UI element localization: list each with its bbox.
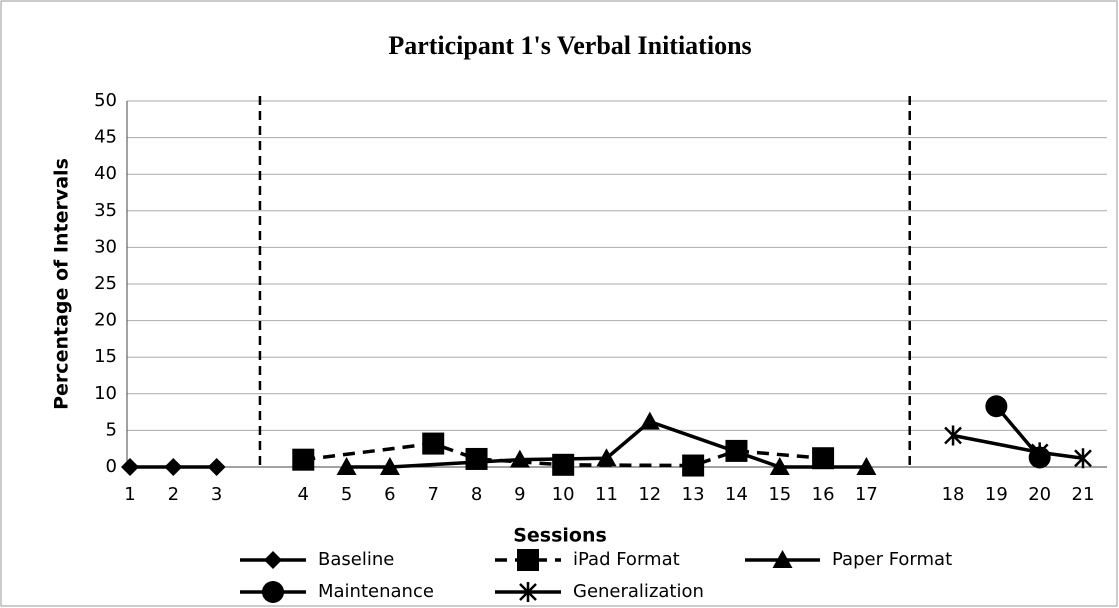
marker — [769, 457, 790, 475]
y-tick-label: 35 — [94, 200, 117, 221]
y-tick-label: 40 — [94, 163, 117, 184]
y-axis-label: Percentage of Intervals — [51, 158, 73, 410]
marker — [164, 458, 183, 476]
marker — [812, 447, 835, 470]
marker — [639, 411, 660, 430]
legend-marker — [262, 581, 284, 603]
x-tick-label: 7 — [428, 484, 439, 505]
series-line — [995, 405, 1042, 459]
x-tick-label: 17 — [855, 484, 878, 505]
legend-label: Maintenance — [318, 581, 434, 602]
x-tick-label: 15 — [768, 484, 791, 505]
y-tick-label: 30 — [94, 236, 117, 257]
marker — [422, 432, 445, 455]
marker — [985, 395, 1008, 418]
marker — [121, 458, 139, 476]
x-tick-label: 19 — [985, 484, 1008, 505]
x-tick-label: 20 — [1028, 484, 1051, 505]
marker — [596, 448, 617, 467]
y-tick-label: 25 — [94, 273, 117, 294]
x-tick-label: 21 — [1072, 484, 1095, 505]
y-tick-label: 5 — [106, 419, 117, 440]
marker — [292, 448, 315, 471]
x-tick-label: 11 — [595, 484, 618, 505]
marker — [1074, 448, 1092, 469]
marker — [379, 457, 400, 475]
x-tick-label: 18 — [942, 484, 965, 505]
legend-label: Generalization — [573, 581, 704, 602]
x-tick-label: 10 — [552, 484, 575, 505]
x-tick-label: 2 — [168, 484, 179, 505]
x-tick-label: 6 — [384, 484, 395, 505]
x-tick-label: 14 — [725, 484, 748, 505]
y-tick-label: 15 — [94, 346, 117, 367]
marker — [336, 457, 357, 475]
legend-marker — [264, 551, 282, 569]
x-tick-label: 5 — [341, 484, 352, 505]
legend-label: iPad Format — [573, 549, 680, 570]
chart-title: Participant 1's Verbal Initiations — [388, 31, 751, 60]
legend-label: Paper Format — [832, 549, 952, 570]
x-tick-label: 4 — [298, 484, 309, 505]
x-tick-label: 8 — [471, 484, 482, 505]
x-tick-label: 16 — [812, 484, 835, 505]
y-tick-label: 0 — [106, 456, 117, 477]
y-tick-label: 45 — [94, 127, 117, 148]
marker — [944, 425, 962, 446]
x-tick-label: 13 — [682, 484, 705, 505]
legend-marker — [517, 549, 539, 571]
legend-marker — [772, 550, 793, 568]
y-tick-label: 10 — [94, 383, 117, 404]
x-tick-label: 3 — [211, 484, 222, 505]
marker — [207, 458, 226, 476]
legend-label: Baseline — [318, 549, 394, 570]
x-axis-label: Sessions — [513, 525, 607, 547]
y-tick-label: 50 — [94, 90, 117, 111]
marker — [509, 449, 530, 468]
x-tick-label: 1 — [124, 484, 135, 505]
x-tick-label: 9 — [514, 484, 525, 505]
x-tick-label: 12 — [638, 484, 661, 505]
y-tick-label: 20 — [94, 310, 117, 331]
marker — [465, 447, 488, 470]
marker — [1030, 442, 1049, 463]
marker — [682, 454, 705, 477]
marker — [856, 457, 877, 475]
legend-marker — [519, 582, 537, 602]
